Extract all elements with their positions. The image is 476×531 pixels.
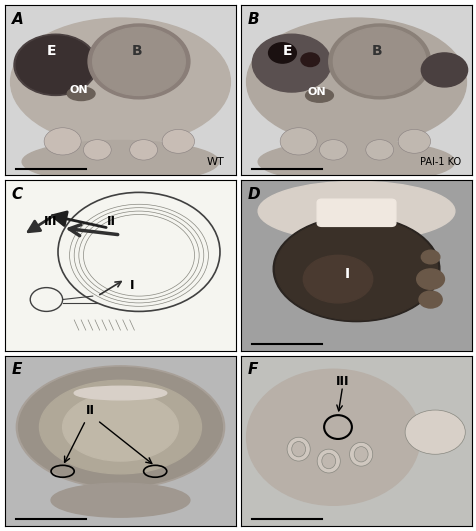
Circle shape: [300, 53, 319, 66]
Ellipse shape: [354, 447, 367, 462]
Circle shape: [88, 24, 189, 99]
Text: E: E: [12, 363, 22, 378]
Text: WT: WT: [207, 157, 224, 167]
Text: E: E: [46, 44, 56, 58]
Text: II: II: [107, 215, 116, 228]
Text: B: B: [371, 44, 382, 58]
Ellipse shape: [67, 87, 95, 100]
Ellipse shape: [74, 386, 167, 400]
Circle shape: [44, 128, 81, 155]
Circle shape: [420, 250, 439, 264]
Circle shape: [319, 140, 347, 160]
Text: I: I: [129, 279, 134, 293]
Text: E: E: [282, 44, 291, 58]
Text: A: A: [12, 12, 23, 27]
Ellipse shape: [246, 369, 419, 506]
Text: PAI-1 KO: PAI-1 KO: [419, 157, 460, 167]
Text: ON: ON: [69, 85, 88, 96]
Circle shape: [420, 53, 466, 87]
Circle shape: [328, 24, 430, 99]
Circle shape: [83, 140, 111, 160]
Ellipse shape: [321, 453, 335, 469]
Circle shape: [129, 140, 157, 160]
Ellipse shape: [317, 449, 339, 473]
Circle shape: [418, 291, 441, 308]
Ellipse shape: [19, 367, 222, 486]
Ellipse shape: [246, 18, 466, 145]
Text: F: F: [247, 363, 258, 378]
Text: I: I: [344, 267, 349, 281]
Text: D: D: [247, 187, 260, 202]
Circle shape: [416, 269, 444, 289]
Text: III: III: [335, 375, 348, 388]
Circle shape: [162, 130, 194, 153]
Circle shape: [268, 42, 296, 63]
Circle shape: [279, 128, 317, 155]
Ellipse shape: [10, 18, 230, 145]
Ellipse shape: [287, 437, 309, 461]
Ellipse shape: [273, 216, 439, 322]
Ellipse shape: [51, 483, 189, 517]
Ellipse shape: [16, 366, 224, 489]
Ellipse shape: [275, 218, 436, 320]
Ellipse shape: [62, 393, 178, 461]
Text: C: C: [12, 187, 23, 202]
Text: ON: ON: [307, 87, 326, 97]
Circle shape: [365, 140, 393, 160]
Text: III: III: [44, 215, 58, 228]
Ellipse shape: [349, 442, 372, 466]
Circle shape: [404, 410, 464, 454]
Ellipse shape: [22, 141, 218, 183]
Ellipse shape: [40, 380, 201, 474]
Text: II: II: [86, 404, 95, 416]
FancyBboxPatch shape: [317, 199, 395, 226]
Text: B: B: [131, 44, 142, 58]
Ellipse shape: [305, 89, 333, 102]
Ellipse shape: [291, 441, 305, 457]
Text: B: B: [247, 12, 259, 27]
Ellipse shape: [258, 141, 454, 183]
Ellipse shape: [303, 255, 372, 303]
Ellipse shape: [258, 181, 454, 241]
Circle shape: [397, 130, 430, 153]
Circle shape: [252, 34, 330, 92]
Circle shape: [333, 28, 425, 96]
Circle shape: [16, 36, 95, 94]
Circle shape: [92, 28, 185, 96]
Circle shape: [14, 34, 97, 96]
